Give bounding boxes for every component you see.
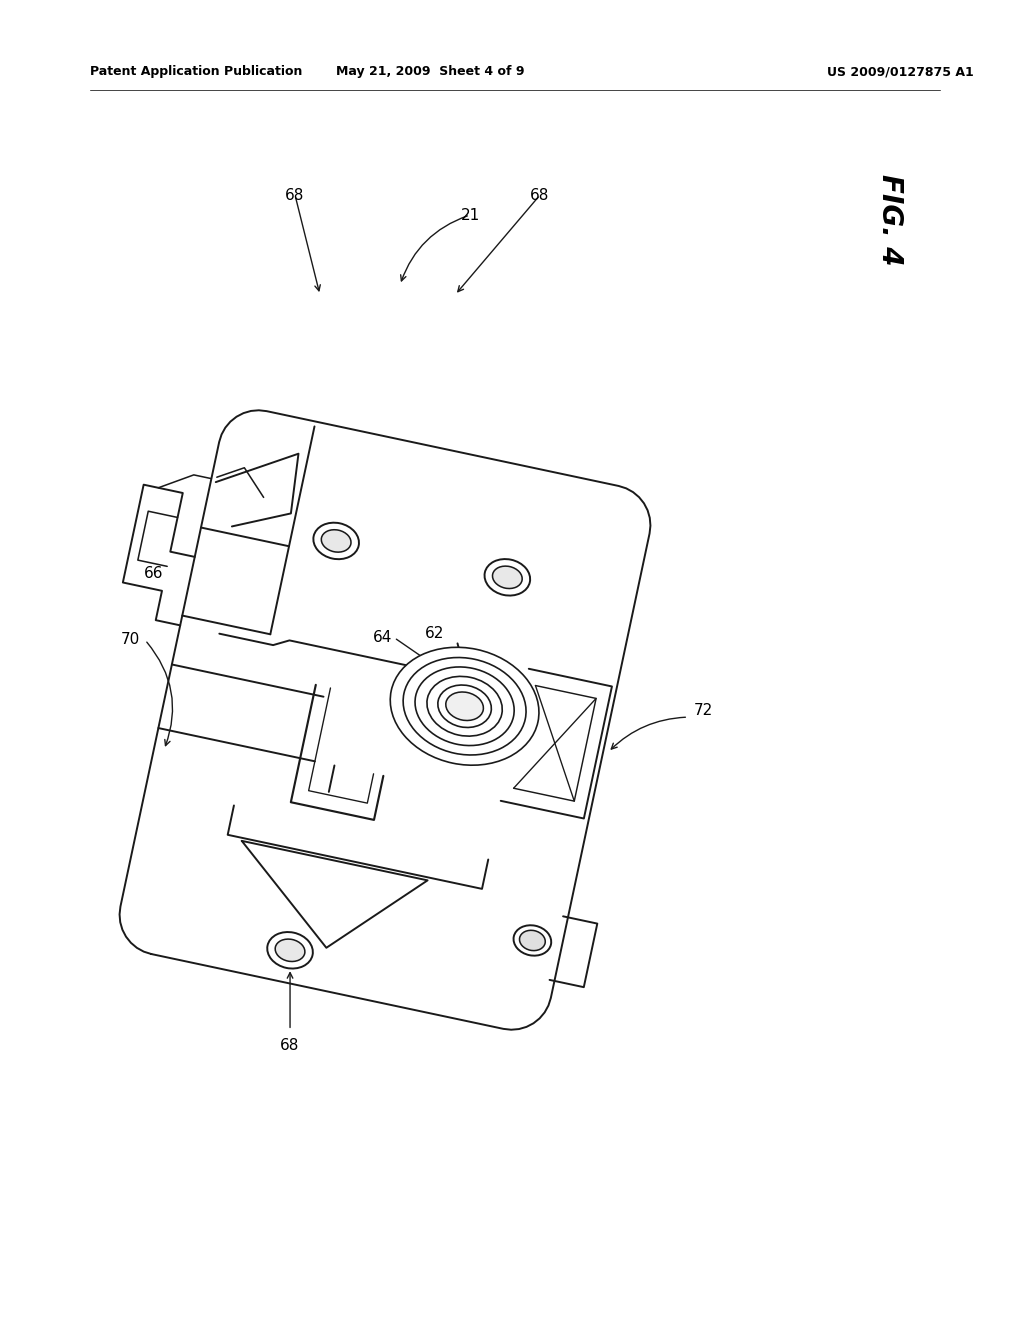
Ellipse shape: [403, 657, 526, 755]
Ellipse shape: [493, 566, 522, 589]
Text: 66: 66: [144, 566, 164, 581]
Ellipse shape: [390, 647, 539, 766]
Text: 21: 21: [461, 207, 479, 223]
Text: 72: 72: [693, 702, 713, 718]
Text: 64: 64: [373, 630, 392, 645]
Ellipse shape: [484, 560, 530, 595]
Text: 68: 68: [281, 1038, 300, 1053]
Text: 70: 70: [121, 632, 139, 648]
Ellipse shape: [438, 685, 492, 727]
Ellipse shape: [275, 939, 305, 961]
Polygon shape: [120, 411, 650, 1030]
Ellipse shape: [445, 692, 483, 721]
Text: 68: 68: [530, 187, 550, 202]
Ellipse shape: [322, 529, 351, 552]
Ellipse shape: [514, 925, 551, 956]
Text: 68: 68: [286, 187, 305, 202]
Text: 62: 62: [424, 626, 443, 640]
Text: May 21, 2009  Sheet 4 of 9: May 21, 2009 Sheet 4 of 9: [336, 66, 524, 78]
Ellipse shape: [313, 523, 359, 560]
Ellipse shape: [267, 932, 313, 969]
Ellipse shape: [427, 676, 502, 737]
Text: US 2009/0127875 A1: US 2009/0127875 A1: [826, 66, 974, 78]
Ellipse shape: [519, 931, 545, 950]
Text: Patent Application Publication: Patent Application Publication: [90, 66, 302, 78]
Ellipse shape: [415, 667, 514, 746]
Text: FIG. 4: FIG. 4: [876, 174, 904, 265]
